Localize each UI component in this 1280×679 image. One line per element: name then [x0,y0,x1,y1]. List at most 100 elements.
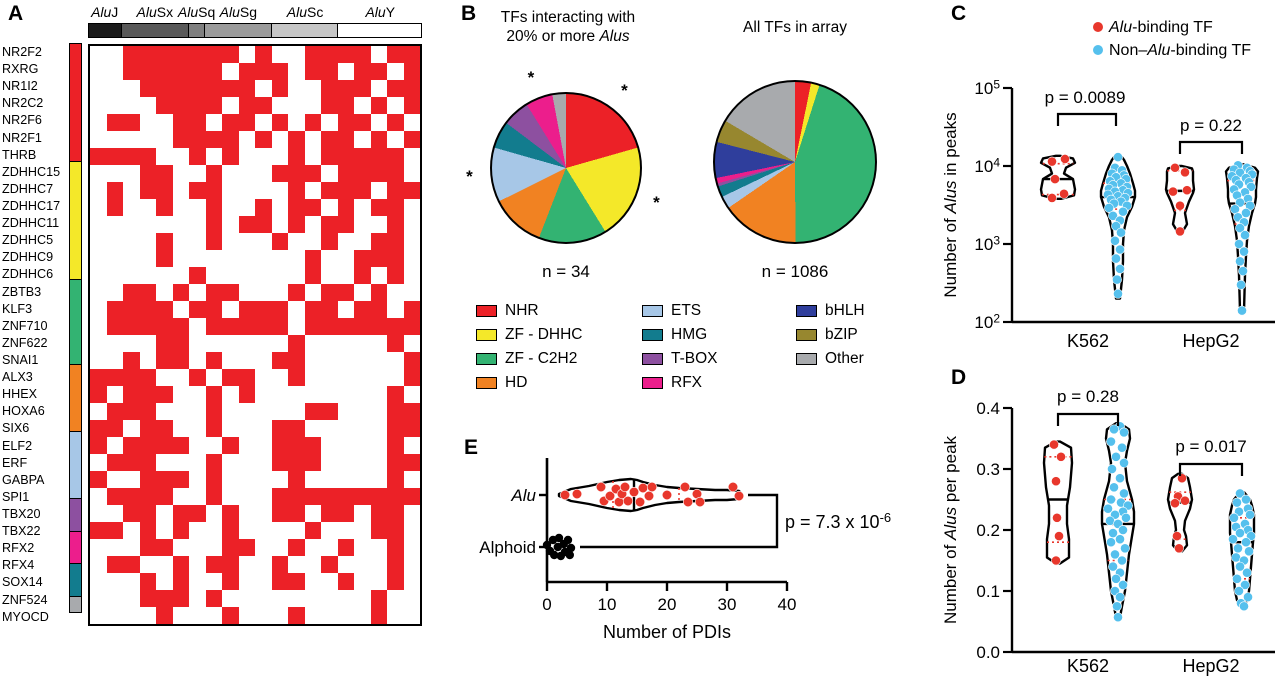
legend-dot-alu-binding [1093,22,1103,32]
data-point [1234,586,1244,596]
heatmap-cell [90,165,107,182]
heatmap-cell [90,437,107,454]
data-point [1239,246,1249,257]
legend-swatch [642,305,663,317]
heatmap-cell [156,63,173,80]
heatmap-cell [106,318,123,335]
tf-row-label: NR1I2 [2,79,38,94]
heatmap-cell [255,250,272,267]
heatmap-cell [156,301,173,318]
heatmap-cell [238,148,255,165]
tf-family-color-bar [69,42,82,614]
tf-family-segment [69,563,82,598]
data-point [1175,200,1185,211]
heatmap-cell [123,131,140,148]
heatmap-cell [172,233,189,250]
heatmap-cell [403,318,420,335]
alu-subfamily-segment [188,24,206,37]
heatmap-cell [106,216,123,233]
data-point [566,543,576,553]
heatmap-cell [387,403,404,420]
legend-label: bZIP [825,326,858,343]
heatmap-cell [370,97,387,114]
heatmap-cell [304,420,321,437]
tf-row-label: ZNF524 [2,592,48,607]
heatmap-cell [106,335,123,352]
heatmap-cell [288,80,305,97]
heatmap-cell [156,471,173,488]
heatmap-cell [106,148,123,165]
heatmap-cell [321,80,338,97]
heatmap-cell [238,488,255,505]
heatmap-cell [222,199,239,216]
heatmap-cell [403,233,420,250]
heatmap-cell [156,369,173,386]
heatmap-cell [123,471,140,488]
heatmap-cell [304,216,321,233]
tf-row-label: TBX20 [2,506,41,521]
tf-row-label: ZDHHC9 [2,250,54,265]
heatmap-cell [288,284,305,301]
heatmap-cell [370,216,387,233]
heatmap-cell [288,556,305,573]
heatmap-cell [90,267,107,284]
heatmap-cell [156,403,173,420]
heatmap-cell [370,573,387,590]
heatmap-cell [337,607,354,624]
heatmap-cell [156,573,173,590]
heatmap-cell [172,539,189,556]
heatmap-cell [222,318,239,335]
tf-row-label: SPI1 [2,489,30,504]
heatmap-cell [354,556,371,573]
data-point [1118,206,1128,217]
heatmap-cell [370,148,387,165]
p-value-k562: p = 0.28 [1057,387,1119,406]
panel-b-label: B [461,2,477,25]
heatmap-cell [354,471,371,488]
x-tick-label: 40 [778,595,797,614]
heatmap-cell [387,505,404,522]
data-point [1108,561,1118,572]
data-point [565,550,574,560]
legend-swatch [642,353,663,365]
heatmap-cell [172,165,189,182]
heatmap-cell [387,454,404,471]
heatmap-cell [354,590,371,607]
heatmap-cell [139,471,156,488]
heatmap-cell [106,556,123,573]
heatmap-cell [403,607,420,624]
heatmap-cell [304,471,321,488]
heatmap-cell [403,80,420,97]
heatmap-cell [387,199,404,216]
alu-subfamily-label: AluSx [136,4,174,20]
heatmap-cell [106,386,123,403]
data-point [1106,436,1116,447]
family-legend: NHR ZF - DHHC ZF - C2H2 HD ETS HMG T-BOX RFX bHL… [472,302,912,402]
data-point [1112,274,1122,285]
heatmap-cell [321,335,338,352]
heatmap-cell [337,454,354,471]
heatmap-cell [139,335,156,352]
heatmap-cell [189,267,206,284]
data-point [637,482,649,494]
data-point [1111,573,1121,584]
heatmap-cell [255,216,272,233]
heatmap-cell [288,590,305,607]
heatmap-cell [321,301,338,318]
heatmap-cell [123,505,140,522]
heatmap-cell [354,182,371,199]
data-point [1056,451,1066,462]
heatmap-cell [354,267,371,284]
heatmap-cell [205,607,222,624]
heatmap-cell [123,46,140,63]
heatmap-cell [139,437,156,454]
heatmap-cell [222,148,239,165]
heatmap-cell [304,539,321,556]
data-point [1113,288,1123,299]
heatmap-cell [304,267,321,284]
heatmap-cell [189,335,206,352]
data-point [1175,226,1185,237]
heatmap-cell [222,471,239,488]
data-point [559,489,571,501]
heatmap-cell [189,80,206,97]
